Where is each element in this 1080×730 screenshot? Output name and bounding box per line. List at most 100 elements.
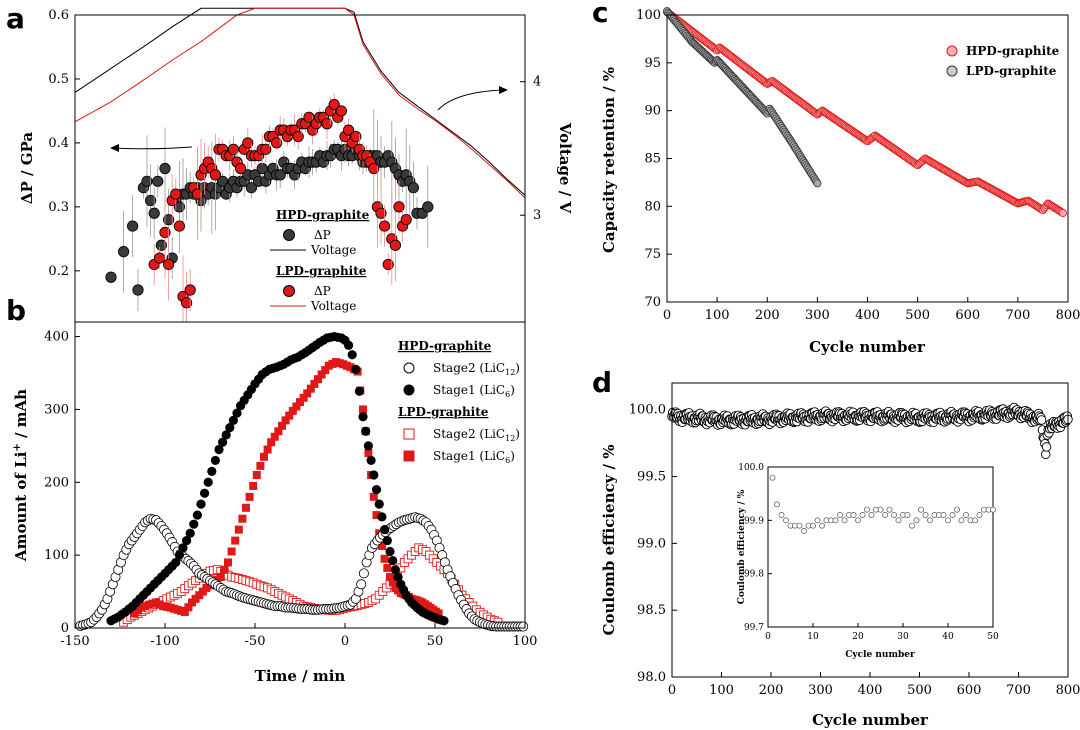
c-y-tick-label: 70 (644, 295, 661, 310)
dp-point (159, 162, 171, 175)
legend-c-lpd-marker (946, 65, 958, 77)
inset-point (918, 506, 924, 513)
legend-a-lpd-dp-label: ΔP (314, 284, 331, 298)
legend-a-lpd-header: LPD-graphite (276, 264, 367, 278)
legend-a-lpd-dp-marker (283, 285, 295, 297)
lpd-stage1-point (234, 525, 243, 534)
lpd-stage1-point (369, 492, 378, 501)
lpd-stage1-point (314, 375, 322, 384)
inset-x-tick-label: 10 (807, 632, 819, 642)
panel-b-legend: HPD-graphite Stage2 (LiC12) Stage1 (LiC6… (398, 339, 520, 465)
legend-b-lpd-stage1-label: Stage1 (LiC6) (433, 449, 515, 465)
inset-x-tick-label: 20 (852, 632, 864, 642)
inset-point (855, 517, 861, 524)
hpd-stage1-point (369, 470, 379, 480)
dp-point (303, 111, 315, 123)
a-y-tick-label: 0.6 (48, 8, 69, 23)
d-x-tick-label: 400 (858, 683, 883, 698)
lpd-stage1-point (306, 384, 315, 393)
hpd-stage1-point (182, 535, 192, 546)
inset-point (850, 512, 857, 518)
inset-point (886, 506, 893, 513)
inset-point (958, 517, 965, 524)
inset-point (796, 522, 803, 529)
lpd-stage1-point (372, 511, 381, 520)
legend-a-hpd-voltage-label: Voltage (310, 243, 356, 257)
inset-x-tick-label: 50 (987, 632, 999, 642)
dp-point (154, 252, 166, 264)
inset-point (864, 506, 870, 513)
d-y-tick-label: 98.5 (637, 603, 666, 618)
dp-point (163, 214, 175, 226)
inset-point (769, 474, 776, 481)
panel-c-y-label: Capacity retention / % (600, 67, 618, 253)
panel-b-plot (75, 331, 529, 632)
inset-point (783, 517, 789, 524)
panel-b-frame (74, 321, 526, 629)
inset-point (832, 517, 839, 524)
lpd-stage1-point (288, 406, 297, 415)
b-y-tick-label: 200 (44, 475, 69, 490)
b-y-tick-label: 100 (44, 548, 69, 563)
hpd-stage1-point (351, 364, 361, 374)
legend-b-lpd-stage2-marker (403, 428, 415, 440)
panel-b-y-ticks: 0 100 200 300 400 (44, 330, 80, 636)
hpd-stage1-point (232, 408, 242, 418)
panel-d-inset-x-label: Cycle number (845, 650, 915, 660)
inset-point (976, 512, 983, 518)
voltage-line (74, 7, 526, 199)
hpd-stage1-point (228, 415, 238, 425)
panel-a-legend: HPD-graphite ΔP Voltage LPD-graphite ΔP … (270, 208, 370, 313)
lpd-stage1-point (227, 547, 236, 556)
lpd-stage1-point (321, 366, 330, 375)
inset-point (837, 512, 843, 518)
dp-point (368, 162, 380, 175)
inset-point (895, 517, 902, 524)
inset-point (922, 512, 929, 518)
c-y-tick-label: 90 (644, 104, 661, 119)
inset-point (882, 512, 888, 518)
lpd-stage1-point (224, 558, 232, 567)
lpd-stage1-point (220, 565, 229, 574)
lpd-stage1-point (281, 416, 290, 425)
d-y-tick-label: 99.5 (637, 470, 666, 485)
lpd-stage1-point (377, 542, 386, 551)
panel-d-y-ticks: 98.0 98.5 99.0 99.5 100.0 (629, 403, 677, 685)
inset-point (810, 522, 816, 529)
inset-point (814, 517, 821, 524)
panel-c-x-label: Cycle number (809, 338, 926, 356)
dp-point (227, 143, 239, 155)
lpd-stage1-point (303, 389, 312, 398)
a-ry-tick-label: 3 (533, 208, 541, 223)
legend-b-hpd-stage2-label: Stage2 (LiC12) (433, 361, 520, 377)
lpd-stage1-point (434, 609, 443, 618)
lpd-stage1-point (256, 461, 265, 470)
hpd-stage1-point (385, 546, 395, 557)
hpd-stage2-point (358, 568, 369, 579)
a-y-tick-label: 0.5 (48, 72, 69, 87)
hpd-stage1-point (354, 386, 364, 396)
legend-a-hpd-dp-marker (283, 229, 295, 241)
inset-x-tick-label: 40 (942, 632, 954, 642)
panel-a-arrow-right (437, 86, 508, 111)
lpd-stage1-point (299, 393, 308, 402)
panel-a-y-label: ΔP / GPa (18, 132, 36, 205)
lpd-stage1-point (216, 573, 225, 581)
inset-point (927, 517, 933, 524)
b-x-tick-label: -100 (150, 634, 179, 649)
a-ry-tick-label: 4 (533, 75, 541, 90)
lpd-stage1-point (270, 432, 279, 441)
hpd-stage1-point (347, 350, 357, 360)
hpd-stage1-point (439, 616, 449, 626)
panel-d-plot (667, 402, 1073, 460)
hpd-stage1-point (371, 484, 382, 495)
hpd-stage1-point (174, 550, 184, 560)
hpd-stage1-point (200, 488, 210, 498)
dp-point (335, 105, 347, 117)
panel-d-inset-plot (769, 474, 996, 534)
dp-point (170, 188, 182, 200)
dp-point (260, 143, 272, 155)
panel-d-x-label: Cycle number (812, 711, 929, 729)
lpd-stage1-point (180, 607, 189, 616)
